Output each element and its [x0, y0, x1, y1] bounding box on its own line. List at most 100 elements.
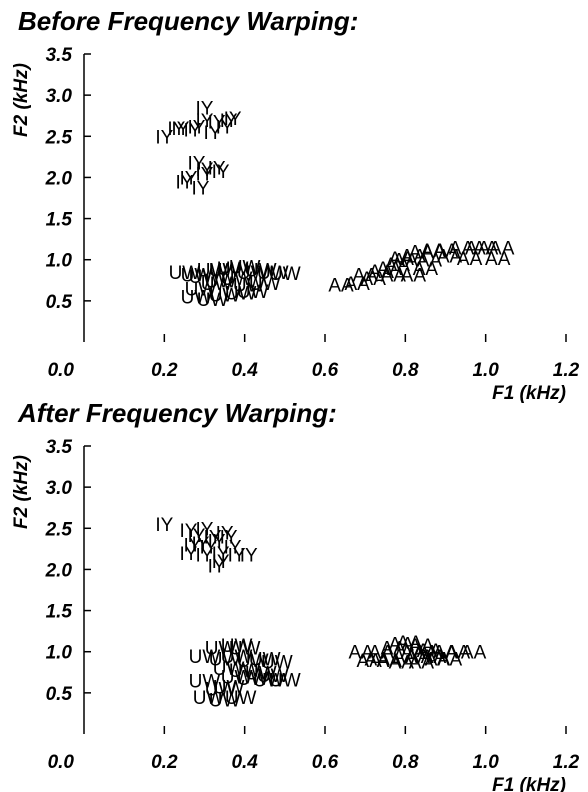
- x-tick-label: 0.4: [231, 752, 258, 773]
- y-tick-label: 2.5: [45, 127, 73, 148]
- data-point-aa: AA: [425, 649, 451, 670]
- data-point-aa: AA: [409, 242, 435, 263]
- data-point-aa: AA: [437, 649, 463, 670]
- data-point-aa: AA: [433, 643, 459, 664]
- y-tick-label: 3.0: [46, 86, 73, 107]
- data-point-aa: AA: [417, 251, 443, 272]
- data-point-aa: AA: [389, 653, 415, 674]
- data-point-uw: UW: [257, 263, 289, 284]
- data-point-uw: UW: [269, 671, 301, 692]
- data-point-uw: UW: [189, 267, 221, 288]
- scatter-plot-before: 0.5 1.0 1.5 2.0 2.5 3.0 3.5 0.0 0.2 0.4 0.6 0.8 1.0 1…: [11, 45, 580, 404]
- data-point-uw: UW: [197, 290, 229, 311]
- x-tick-label: 0.8: [392, 752, 419, 773]
- y-tick-label: 1.0: [46, 643, 73, 664]
- data-point-uw: UW: [269, 264, 301, 285]
- data-point-uw: UW: [225, 688, 257, 709]
- data-point-aa: AA: [369, 262, 395, 283]
- data-point-uw: UW: [229, 257, 261, 278]
- x-tick-label: 0.2: [151, 752, 178, 773]
- data-point-aa: AA: [421, 241, 447, 262]
- data-point-iy: IY: [216, 117, 234, 138]
- x-tick-label: 0.6: [312, 360, 339, 381]
- data-point-aa: AA: [377, 651, 403, 672]
- x-tick-label: 0.8: [392, 360, 419, 381]
- data-point-aa: AA: [361, 269, 387, 290]
- data-point-uw: UW: [213, 659, 245, 680]
- x-tick-label: 0.4: [231, 360, 258, 381]
- data-point-aa: AA: [381, 639, 407, 660]
- data-point-uw: UW: [253, 671, 285, 692]
- data-point-iy: IY: [175, 173, 193, 194]
- data-point-uw: UW: [221, 269, 253, 290]
- data-point-aa: AA: [381, 266, 407, 287]
- y-tick-label: 2.0: [45, 168, 73, 189]
- data-point-aa: AA: [385, 255, 411, 276]
- data-point-aa: AA: [344, 274, 370, 295]
- data-point-uw: UW: [229, 639, 261, 660]
- data-point-iy: IY: [208, 112, 226, 133]
- data-point-aa: AA: [445, 643, 471, 664]
- data-point-uw: UW: [189, 647, 221, 668]
- data-point-aa: AA: [433, 241, 459, 262]
- data-point-aa: AA: [369, 643, 395, 664]
- data-point-aa: AA: [328, 275, 354, 296]
- data-point-aa: AA: [485, 249, 511, 270]
- data-point-iy: IY: [183, 536, 201, 557]
- y-tick-label: 2.0: [45, 560, 73, 581]
- data-point-iy: IY: [196, 160, 214, 181]
- data-point-uw: UW: [217, 259, 249, 280]
- data-point-uw: UW: [245, 261, 277, 282]
- data-point-iy: IY: [208, 159, 226, 180]
- scatter-plot-after: 0.5 1.0 1.5 2.0 2.5 3.0 3.5 0.0 0.2 0.4 0.6 0.8 1.0 1…: [11, 437, 580, 792]
- data-point-aa: AA: [473, 238, 499, 259]
- data-point-uw: UW: [197, 261, 229, 282]
- data-point-aa: AA: [393, 251, 419, 272]
- data-point-iy: IY: [187, 117, 205, 138]
- data-point-aa: AA: [405, 647, 431, 668]
- y-tick-label: 3.0: [46, 478, 73, 499]
- data-point-uw: UW: [237, 282, 269, 303]
- data-point-aa: AA: [413, 643, 439, 664]
- data-point-uw: UW: [213, 677, 245, 698]
- data-point-iy: IY: [196, 519, 214, 540]
- data-point-aa: AA: [457, 249, 483, 270]
- data-point-aa: AA: [401, 643, 427, 664]
- data-point-uw: UW: [229, 661, 261, 682]
- data-point-aa: AA: [409, 636, 435, 657]
- data-point-uw: UW: [249, 274, 281, 295]
- data-point-uw: UW: [245, 663, 277, 684]
- x-axis-title: F1 (kHz): [492, 383, 566, 404]
- data-point-uw: UW: [205, 639, 237, 660]
- data-point-iy: IY: [240, 546, 258, 567]
- data-point-uw: UW: [221, 636, 253, 657]
- data-point-iy: IY: [192, 178, 210, 199]
- y-tick-label: 1.0: [46, 251, 73, 272]
- data-point-aa: AA: [357, 651, 383, 672]
- data-point-iy: IY: [155, 515, 173, 536]
- data-point-aa: AA: [397, 633, 423, 654]
- x-tick-label: 1.2: [553, 360, 580, 381]
- data-point-iy: IY: [167, 119, 185, 140]
- data-point-aa: AA: [417, 641, 443, 662]
- chart-title-before: Before Frequency Warping:: [18, 6, 359, 36]
- x-tick-label: 1.2: [553, 752, 580, 773]
- x-tick-label: 0.0: [48, 360, 75, 381]
- data-point-aa: AA: [348, 643, 374, 664]
- data-point-aa: AA: [377, 259, 403, 280]
- data-point-uw: UW: [201, 274, 233, 295]
- data-point-iy: IY: [228, 546, 246, 567]
- data-point-iy: IY: [220, 111, 238, 132]
- data-point-uw: UW: [221, 667, 253, 688]
- data-point-iy: IY: [187, 526, 205, 547]
- data-point-iy: IY: [224, 109, 242, 130]
- data-point-uw: UW: [209, 285, 241, 306]
- data-point-aa: AA: [413, 259, 439, 280]
- data-point-iy: IY: [208, 532, 226, 553]
- data-point-iy: IY: [179, 521, 197, 542]
- data-point-uw: UW: [209, 690, 241, 711]
- data-point-aa: AA: [352, 266, 378, 287]
- data-point-uw: UW: [261, 653, 293, 674]
- x-tick-label: 0.6: [312, 752, 339, 773]
- data-point-aa: AA: [365, 649, 391, 670]
